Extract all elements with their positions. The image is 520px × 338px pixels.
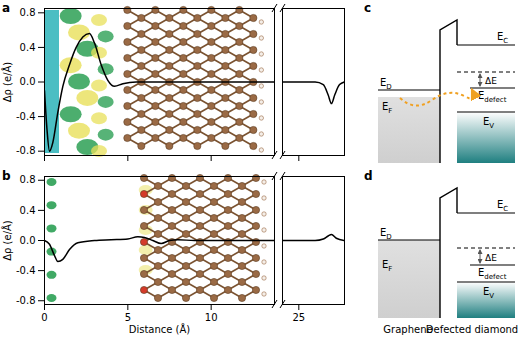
- svg-text:EF: EF: [382, 259, 392, 273]
- svg-text:EC: EC: [497, 31, 508, 45]
- svg-text:EF: EF: [382, 101, 392, 115]
- svg-text:ΔE: ΔE: [485, 253, 497, 263]
- svg-text:EV: EV: [483, 116, 494, 130]
- svg-text:0.8: 0.8: [20, 174, 36, 185]
- svg-text:EV: EV: [483, 286, 494, 300]
- svg-text:0.0: 0.0: [20, 76, 36, 87]
- svg-text:-0.8: -0.8: [16, 295, 36, 306]
- svg-text:25: 25: [292, 312, 305, 323]
- html-text:b: b: [2, 169, 11, 183]
- svg-text:-0.4: -0.4: [16, 111, 36, 122]
- svg-text:ED: ED: [380, 227, 392, 241]
- svg-text:Graphene: Graphene: [383, 324, 433, 335]
- svg-text:ΔE: ΔE: [485, 76, 497, 86]
- svg-text:10: 10: [205, 312, 218, 323]
- svg-text:EC: EC: [497, 199, 508, 213]
- svg-text:Defected diamond: Defected diamond: [426, 324, 518, 335]
- svg-text:d: d: [364, 169, 373, 183]
- svg-text:ED: ED: [380, 77, 392, 91]
- svg-text:Δρ (e/Å): Δρ (e/Å): [1, 220, 13, 261]
- svg-text:0: 0: [41, 312, 47, 323]
- svg-text:-0.8: -0.8: [16, 145, 36, 156]
- svg-text:Δρ (e/Å): Δρ (e/Å): [1, 62, 13, 103]
- svg-text:Edefect: Edefect: [478, 267, 507, 281]
- svg-text:5: 5: [125, 312, 131, 323]
- svg-text:Distance (Å): Distance (Å): [129, 323, 191, 335]
- svg-text:0.4: 0.4: [20, 205, 36, 216]
- svg-text:Edefect: Edefect: [478, 90, 507, 104]
- svg-text:0.0: 0.0: [20, 235, 36, 246]
- svg-text:-0.4: -0.4: [16, 265, 36, 276]
- svg-text:0.4: 0.4: [20, 42, 36, 53]
- svg-text:0.8: 0.8: [20, 7, 36, 18]
- svg-text:c: c: [364, 1, 371, 15]
- html-text:a: a: [2, 1, 11, 15]
